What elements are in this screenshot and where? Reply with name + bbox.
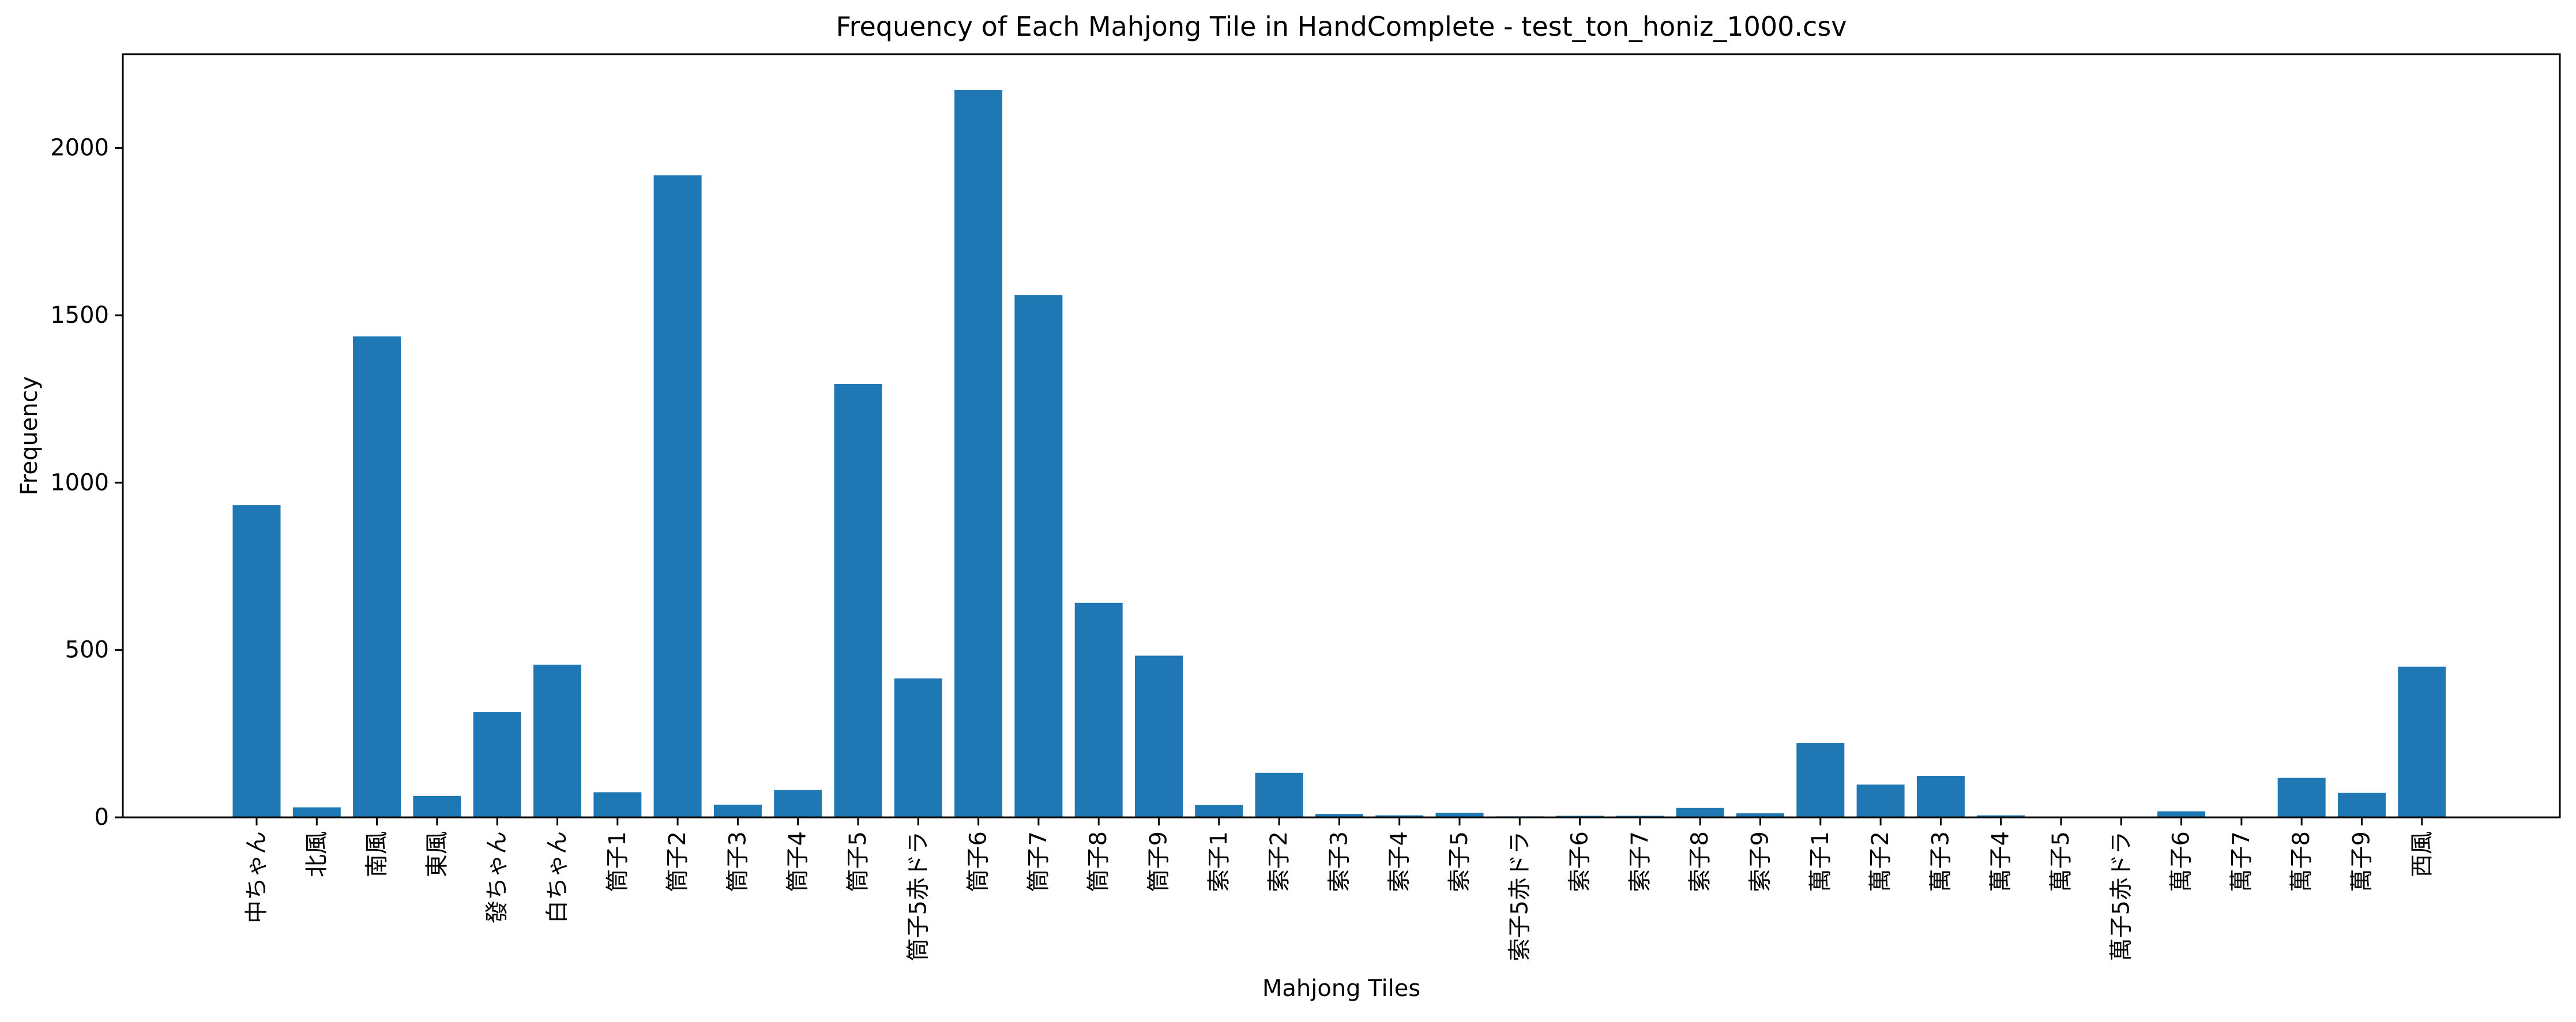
x-tick-label: 筒子5赤ドラ <box>905 831 931 961</box>
bar <box>593 792 642 817</box>
x-tick-label: 筒子9 <box>1146 831 1172 892</box>
y-tick-label: 500 <box>65 637 109 663</box>
x-tick-label: 白ちゃん <box>544 831 571 923</box>
ticks-layer: 中ちゃん 北風 南風 東風 發ちゃん 白ちゃん 筒子1 筒子2 筒子3 筒子4 筒子5 筒子5赤ドラ 筒… <box>50 135 2435 961</box>
x-tick-label: 發ちゃん <box>484 831 510 923</box>
bar <box>353 336 401 817</box>
bar <box>894 678 942 817</box>
y-tick-label: 1000 <box>50 469 109 496</box>
x-tick-label: 筒子7 <box>1025 831 1052 892</box>
bar <box>834 384 882 817</box>
x-tick-label: 萬子1 <box>1807 831 1834 892</box>
x-tick-label: 筒子4 <box>785 831 811 892</box>
x-tick-label: 索子8 <box>1687 831 1713 892</box>
y-tick-label: 1500 <box>50 302 109 329</box>
x-tick-label: 筒子6 <box>965 831 992 892</box>
bar <box>2338 793 2386 817</box>
bar <box>2157 811 2206 817</box>
bar <box>1255 772 1303 817</box>
bar <box>292 807 341 817</box>
x-tick-label: 筒子1 <box>604 831 631 892</box>
x-tick-label: 萬子8 <box>2288 831 2315 892</box>
x-tick-label: 萬子2 <box>1867 831 1894 892</box>
bar <box>232 505 281 817</box>
x-tick-label: 萬子9 <box>2349 831 2375 892</box>
x-tick-label: 索子1 <box>1206 831 1232 892</box>
bar <box>1856 785 1905 817</box>
bar <box>1315 814 1363 817</box>
y-tick-label: 0 <box>95 804 109 831</box>
bar <box>1796 743 1845 817</box>
bar <box>1916 776 1965 817</box>
x-tick-label: 萬子6 <box>2168 831 2195 892</box>
x-tick-label: 筒子5 <box>845 831 871 892</box>
bar <box>1736 813 1784 817</box>
chart-title: Frequency of Each Mahjong Tile in HandCo… <box>836 11 1847 42</box>
x-tick-label: 索子9 <box>1747 831 1774 892</box>
bar <box>413 795 461 817</box>
x-tick-label: 北風 <box>303 831 330 877</box>
x-tick-label: 索子6 <box>1567 831 1593 892</box>
plot-frame <box>122 53 2561 819</box>
bar <box>1435 812 1484 817</box>
x-tick-label: 萬子5赤ドラ <box>2108 831 2134 961</box>
x-tick-label: 萬子7 <box>2228 831 2255 892</box>
bar <box>1074 602 1123 817</box>
bar <box>1135 655 1183 817</box>
bar <box>473 712 521 817</box>
bar <box>1977 815 2025 817</box>
bar <box>1375 815 1424 817</box>
bar <box>774 790 822 817</box>
x-tick-label: 東風 <box>424 831 450 877</box>
x-tick-label: 筒子8 <box>1085 831 1112 892</box>
bar <box>1676 808 1724 817</box>
x-tick-label: 萬子3 <box>1927 831 1954 892</box>
x-axis-label: Mahjong Tiles <box>1262 975 1420 1002</box>
x-tick-label: 萬子4 <box>1988 831 2014 892</box>
x-tick-label: 索子7 <box>1627 831 1653 892</box>
bar <box>653 175 702 818</box>
bar <box>533 665 581 817</box>
bar <box>1195 805 1243 817</box>
bar <box>954 90 1003 818</box>
x-tick-label: 索子3 <box>1326 831 1352 892</box>
bars-layer <box>232 90 2446 818</box>
x-tick-label: 索子4 <box>1386 831 1413 892</box>
x-tick-label: 南風 <box>364 831 390 877</box>
x-tick-label: 索子5 <box>1446 831 1473 892</box>
x-tick-label: 索子5赤ドラ <box>1506 831 1533 961</box>
bar <box>713 804 762 817</box>
x-tick-label: 萬子5 <box>2048 831 2074 892</box>
x-tick-label: 西風 <box>2409 831 2435 877</box>
bar <box>2277 778 2326 817</box>
x-tick-label: 索子2 <box>1266 831 1292 892</box>
x-tick-label: 中ちゃん <box>243 831 270 923</box>
y-axis-label: Frequency <box>16 376 43 496</box>
bar <box>1014 295 1063 817</box>
bar <box>2398 666 2446 817</box>
y-tick-label: 2000 <box>50 135 109 161</box>
x-tick-label: 筒子3 <box>724 831 751 892</box>
x-tick-label: 筒子2 <box>664 831 691 892</box>
